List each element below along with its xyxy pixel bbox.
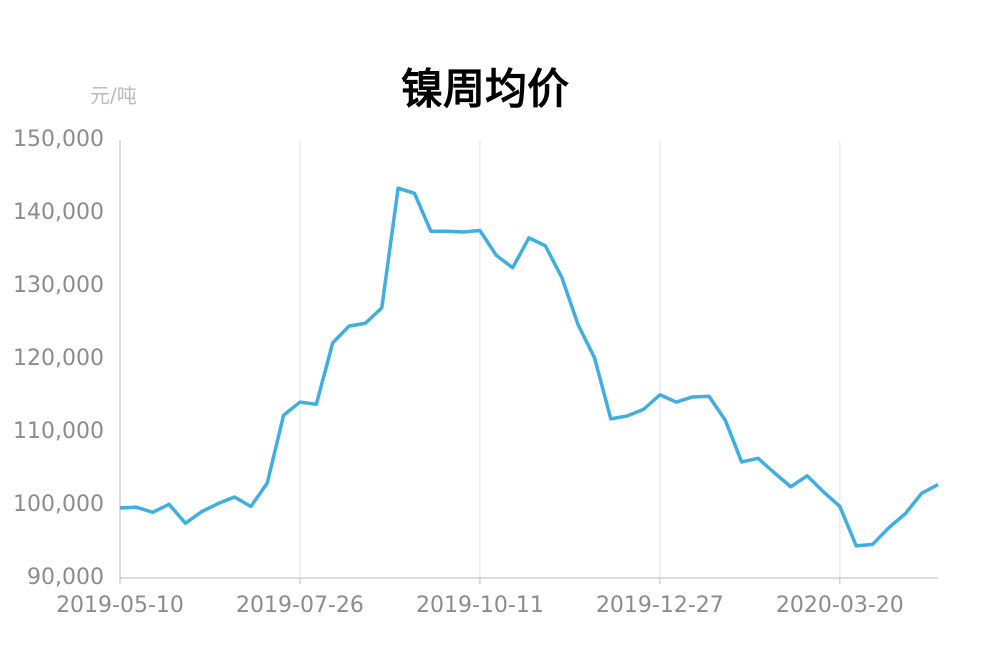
y-tick-label: 120,000	[13, 346, 104, 371]
y-tick-label: 100,000	[13, 492, 104, 517]
chart-title: 镍周均价	[401, 65, 569, 114]
x-tick-label: 2019-07-26	[236, 593, 364, 618]
x-tick-label: 2019-10-11	[416, 593, 544, 618]
y-tick-label: 130,000	[13, 273, 104, 298]
line	[119, 186, 939, 548]
x-tick-label: 2020-03-20	[776, 593, 904, 618]
y-axis-label: 元/吨	[90, 84, 137, 108]
y-tick-label: 90,000	[27, 565, 104, 590]
x-tick-label: 2019-05-10	[56, 593, 184, 618]
y-tick-label: 110,000	[13, 419, 104, 444]
y-tick-label: 140,000	[13, 200, 104, 225]
y-tick-label: 150,000	[13, 127, 104, 152]
x-tick-label: 2019-12-27	[596, 593, 724, 618]
